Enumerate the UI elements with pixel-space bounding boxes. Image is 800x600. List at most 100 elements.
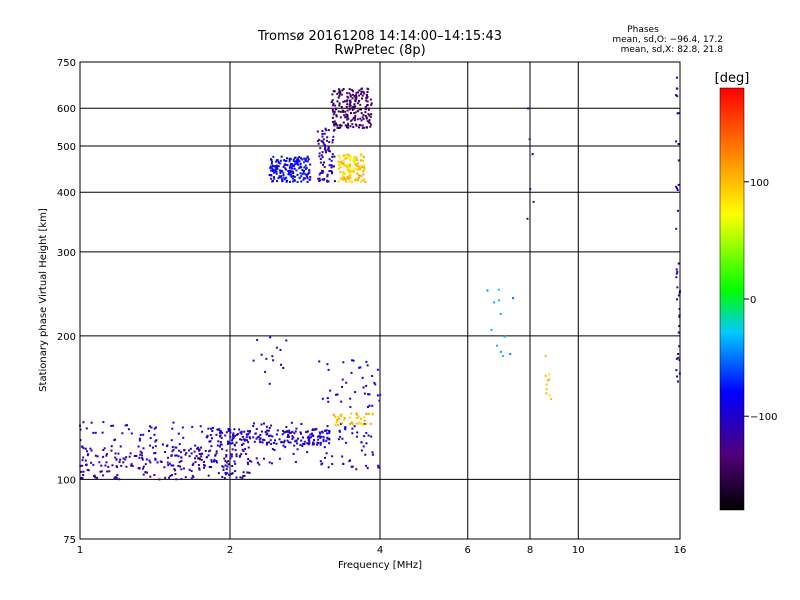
data-point (226, 465, 229, 468)
data-point (371, 453, 374, 456)
data-point (279, 176, 282, 179)
data-point (166, 444, 169, 447)
data-point (234, 449, 237, 452)
data-point (337, 423, 340, 426)
data-point (270, 442, 273, 445)
data-point (307, 436, 310, 439)
data-point (291, 167, 294, 170)
data-point (268, 426, 271, 429)
data-point (355, 159, 358, 162)
data-point (546, 379, 549, 382)
data-point (158, 478, 161, 481)
data-point (356, 172, 359, 175)
data-point (350, 88, 353, 91)
data-point (275, 164, 278, 167)
data-point (366, 364, 369, 367)
y-tick-label: 600 (57, 104, 76, 115)
data-point (154, 457, 157, 460)
data-point (151, 446, 154, 449)
data-point (226, 472, 229, 475)
data-point (338, 95, 341, 98)
data-point (168, 462, 171, 465)
data-point (676, 286, 679, 289)
data-point (326, 437, 329, 440)
data-point (328, 170, 331, 173)
data-point (248, 431, 251, 434)
data-point (221, 465, 224, 468)
data-point (154, 440, 157, 443)
data-point (241, 477, 244, 480)
data-point (338, 157, 341, 160)
data-point (312, 443, 315, 446)
data-point (355, 91, 358, 94)
data-point (349, 406, 352, 409)
data-point (279, 363, 282, 366)
data-point (345, 100, 348, 103)
data-point (94, 454, 97, 457)
data-point (348, 108, 351, 111)
data-point (346, 166, 349, 169)
data-point (105, 453, 108, 456)
data-point (250, 460, 253, 463)
data-point (306, 175, 309, 178)
data-point (365, 360, 368, 363)
data-point (346, 95, 349, 98)
data-point (107, 465, 110, 468)
data-point (141, 457, 144, 460)
data-point (219, 431, 222, 434)
data-point (346, 113, 349, 116)
data-point (312, 441, 315, 444)
data-point (349, 125, 352, 128)
data-point (354, 114, 357, 117)
data-point (306, 173, 309, 176)
data-point (365, 464, 368, 467)
data-point (291, 177, 294, 180)
data-point (180, 478, 183, 481)
data-point (175, 478, 178, 481)
data-point (92, 431, 95, 434)
data-point (203, 464, 206, 467)
data-point (377, 466, 380, 469)
data-point (233, 460, 236, 463)
data-point (114, 456, 117, 459)
data-point (316, 443, 319, 446)
data-point (175, 446, 178, 449)
data-point (138, 439, 141, 442)
data-point (334, 104, 337, 107)
data-point (179, 465, 182, 468)
data-point (349, 111, 352, 114)
data-point (323, 143, 326, 146)
data-point (358, 168, 361, 171)
data-point (308, 441, 311, 444)
data-point (255, 427, 258, 430)
data-point (259, 433, 262, 436)
data-point (676, 380, 679, 383)
data-point (286, 430, 289, 433)
data-point (351, 181, 354, 184)
data-point (358, 124, 361, 127)
data-point (102, 474, 105, 477)
data-point (233, 443, 236, 446)
data-point (140, 451, 143, 454)
data-point (337, 110, 340, 113)
data-point (229, 453, 232, 456)
data-point (338, 417, 341, 420)
data-point (327, 466, 330, 469)
data-point (332, 113, 335, 116)
data-point (322, 435, 325, 438)
data-point (269, 169, 272, 172)
data-point (357, 174, 360, 177)
data-point (531, 153, 534, 156)
data-point (149, 437, 152, 440)
data-point (353, 156, 356, 159)
data-point (344, 157, 347, 160)
data-point (361, 90, 364, 93)
data-point (366, 405, 369, 408)
data-point (299, 162, 302, 165)
data-point (256, 436, 259, 439)
data-point (363, 435, 366, 438)
data-point (499, 350, 502, 353)
data-point (360, 88, 363, 91)
data-point (351, 359, 354, 362)
data-point (305, 157, 308, 160)
